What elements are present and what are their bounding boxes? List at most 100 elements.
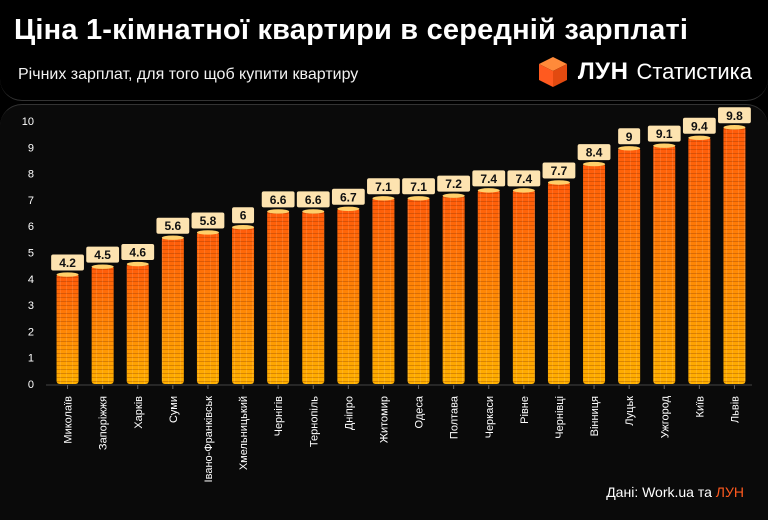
x-tick-label: Київ [694,396,706,418]
y-tick-label: 1 [28,353,34,365]
x-tick-label: Черкаси [484,396,496,438]
x-tick-label: Запоріжжя [98,396,110,450]
y-tick-label: 7 [28,195,34,207]
bar-texture [688,136,711,384]
bar-texture [126,263,149,384]
data-label: 6.6 [305,193,322,207]
x-tick-label: Миколаїв [63,396,75,444]
data-label-bg [156,217,190,234]
bar-texture [372,197,395,384]
bar-cap [232,225,255,230]
x-tick-label: Тернопіль [308,396,320,447]
data-label: 9.4 [691,119,708,133]
bar-texture [407,197,430,384]
data-label: 5.8 [200,214,217,228]
brand-subtitle: Статистика [636,59,752,84]
bar-texture [723,126,746,384]
bar-texture [91,265,114,384]
data-label: 9.1 [656,127,673,141]
data-label-bg [542,162,576,179]
data-label: 6 [240,209,247,223]
brand-name: ЛУН [577,58,629,85]
bar-cap [618,146,641,151]
y-tick-label: 8 [28,169,34,181]
bar-texture [161,236,184,384]
page-title: Ціна 1-кімнатної квартири в середній зар… [14,14,689,46]
x-tick-label: Суми [168,396,180,423]
bar-cap [337,206,360,211]
bar-cap [161,235,184,240]
data-label: 4.2 [59,256,76,270]
brand-logo: ЛУН Статистика [536,54,752,90]
data-label: 4.5 [94,248,111,262]
data-label-bg [261,191,295,208]
y-tick-label: 5 [28,248,34,260]
header-card: Ціна 1-кімнатної квартири в середній зар… [0,0,768,101]
x-tick-label: Дніпро [343,396,355,430]
data-label-bg [367,178,400,195]
bar-texture [196,231,219,384]
data-label-bg [121,244,155,261]
bar-cap [512,188,535,193]
bar-cap [196,230,219,235]
source-prefix: Дані: Work.ua та [606,484,712,500]
bar-cap [442,193,465,198]
bar-texture [442,194,465,384]
data-label-bg [682,117,716,134]
data-label: 7.1 [375,180,392,194]
bar-texture [583,163,606,384]
data-label-bg [51,254,84,271]
y-tick-label: 4 [28,274,34,286]
bar-cap [372,196,395,201]
x-tick-label: Луцьк [624,396,636,426]
y-tick-label: 2 [28,326,34,338]
bar-cap [302,209,325,214]
bar-cap [126,261,149,267]
data-label-bg [437,175,471,192]
y-tick-label: 0 [28,379,34,391]
data-label-bg [577,144,611,161]
bar-texture [56,273,79,384]
data-label: 6.7 [340,190,357,204]
bar-cap [688,135,711,140]
source-brand: ЛУН [715,484,744,500]
data-label-bg [232,207,255,224]
bar-chart: 0 1 2 3 4 5 6 7 8 9 10 4.2 Миколаїв 4.5 Запоріжжя 4.6 Ха… [22,107,752,483]
bar-texture [512,189,535,384]
bar-texture [302,210,325,384]
x-tick-label: Рівне [519,396,531,424]
data-label-bg [507,170,541,187]
data-label: 7.4 [480,172,497,186]
bar-cap [91,264,114,269]
x-tick-label: Полтава [449,395,461,439]
data-label: 7.4 [516,172,533,186]
x-tick-label: Харків [133,396,145,429]
y-tick-label: 9 [28,142,34,154]
bar-cap [653,143,676,148]
data-label-bg [647,125,681,142]
data-label-bg [331,188,365,205]
bar-cap [547,180,570,185]
data-label: 7.7 [551,164,568,178]
orange-cube-icon [538,57,567,87]
data-label: 9 [626,130,633,144]
x-tick-label: Івано-Франківськ [203,396,215,483]
bar-texture [477,189,500,384]
data-label: 9.8 [726,109,743,123]
x-tick-label: Львів [729,396,741,423]
bar-cap [583,161,606,167]
data-label-bg [296,191,330,208]
page-subtitle: Річних зарплат, для того щоб купити квар… [18,66,359,83]
data-label-bg [86,246,120,263]
x-tick-label: Хмельницький [238,396,250,470]
chart-card: 0 1 2 3 4 5 6 7 8 9 10 4.2 Миколаїв 4.5 Запоріжжя 4.6 Ха… [0,104,768,520]
bar-cap [723,125,746,130]
x-tick-label: Вінниця [589,396,601,436]
data-label: 7.1 [410,180,427,194]
data-label-bg [472,170,506,187]
x-tick-label: Чернівці [554,396,566,439]
bar-texture [267,210,290,384]
bar-texture [618,147,641,384]
data-label: 4.6 [129,246,146,260]
y-tick-label: 6 [28,221,34,233]
